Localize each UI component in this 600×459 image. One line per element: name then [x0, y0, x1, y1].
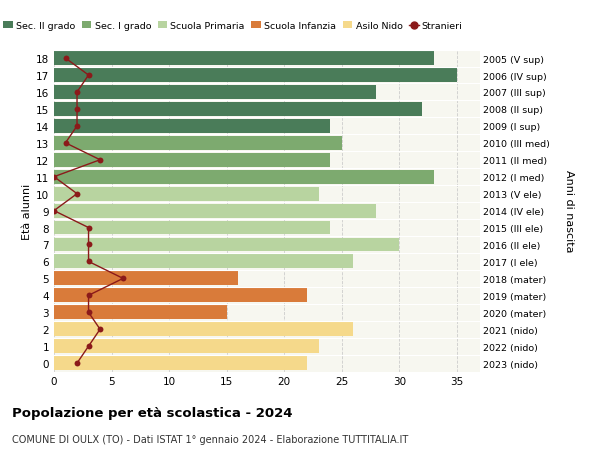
Bar — [54, 170, 434, 184]
Text: COMUNE DI OULX (TO) - Dati ISTAT 1° gennaio 2024 - Elaborazione TUTTITALIA.IT: COMUNE DI OULX (TO) - Dati ISTAT 1° genn… — [12, 434, 408, 444]
Point — [84, 292, 94, 299]
Bar — [54, 255, 353, 269]
Point — [61, 140, 70, 147]
Point — [49, 207, 59, 215]
Bar — [54, 86, 376, 100]
Point — [72, 106, 82, 113]
Text: Popolazione per età scolastica - 2024: Popolazione per età scolastica - 2024 — [12, 406, 293, 419]
Bar — [54, 289, 307, 302]
Point — [84, 309, 94, 316]
Y-axis label: Anni di nascita: Anni di nascita — [563, 170, 574, 252]
Bar — [54, 221, 331, 235]
Point — [49, 174, 59, 181]
Bar — [54, 187, 319, 201]
Point — [84, 258, 94, 266]
Point — [72, 360, 82, 367]
Bar — [54, 103, 422, 117]
Bar — [54, 120, 331, 134]
Point — [84, 343, 94, 350]
Point — [84, 241, 94, 249]
Point — [61, 55, 70, 62]
Bar — [54, 323, 353, 336]
Legend: Sec. II grado, Sec. I grado, Scuola Primaria, Scuola Infanzia, Asilo Nido, Stran: Sec. II grado, Sec. I grado, Scuola Prim… — [0, 18, 466, 35]
Point — [118, 275, 128, 282]
Bar — [54, 153, 331, 168]
Bar — [54, 356, 307, 370]
Point — [72, 123, 82, 130]
Bar — [54, 306, 227, 319]
Y-axis label: Età alunni: Età alunni — [22, 183, 32, 239]
Bar — [54, 137, 342, 151]
Point — [72, 190, 82, 198]
Bar — [54, 340, 319, 353]
Point — [72, 89, 82, 96]
Point — [95, 326, 105, 333]
Bar — [54, 204, 376, 218]
Point — [84, 72, 94, 79]
Bar — [54, 238, 400, 252]
Bar — [54, 272, 238, 285]
Point — [84, 224, 94, 232]
Bar — [54, 69, 457, 83]
Bar — [54, 52, 434, 66]
Point — [95, 157, 105, 164]
